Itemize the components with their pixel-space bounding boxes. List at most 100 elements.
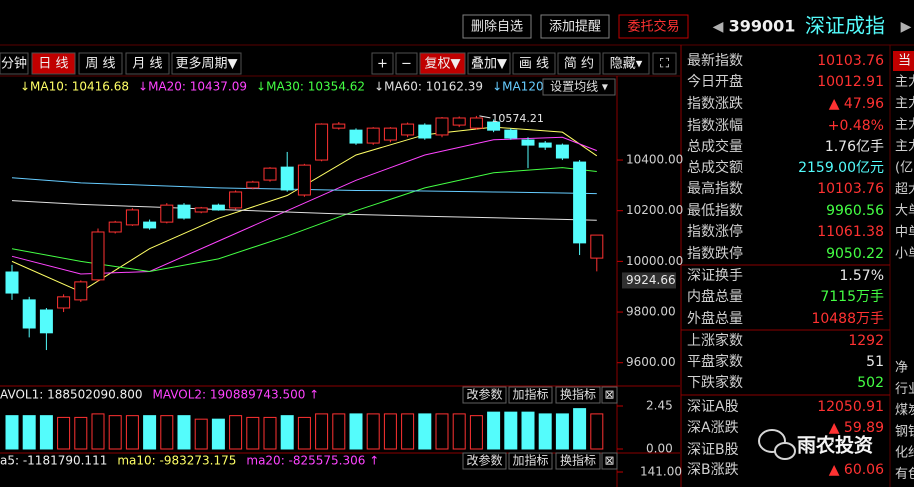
candle-body bbox=[22, 299, 36, 329]
volume-bar bbox=[263, 416, 277, 450]
indicator-button-label: 改参数 bbox=[466, 453, 502, 468]
candle-body bbox=[177, 204, 191, 219]
macd-label: ma10: -983273.175 bbox=[117, 454, 236, 468]
y-tick-label: 0.00 bbox=[646, 442, 673, 456]
side-label: 超大 bbox=[895, 182, 914, 197]
candle-body bbox=[469, 117, 483, 129]
side-label: (亿 bbox=[895, 161, 913, 176]
candle-body bbox=[573, 161, 587, 244]
indicator-button[interactable] bbox=[508, 386, 553, 404]
header-button[interactable] bbox=[462, 14, 532, 39]
candle-body bbox=[39, 309, 53, 334]
moving-average bbox=[11, 177, 597, 195]
quote-value: 1292 bbox=[848, 333, 884, 349]
candle-body bbox=[229, 191, 243, 209]
volume-bar bbox=[91, 413, 105, 450]
quote-value: +0.48% bbox=[828, 118, 884, 134]
volume-bar bbox=[521, 411, 535, 450]
volume-bar bbox=[5, 415, 19, 450]
side-label: 主力 bbox=[895, 75, 914, 90]
watermark-icon bbox=[774, 442, 796, 460]
indicator-button[interactable] bbox=[462, 386, 507, 404]
side-label: 化纤 bbox=[895, 446, 914, 461]
volume-bar bbox=[211, 418, 225, 450]
volume-bar bbox=[504, 411, 518, 450]
tool-button[interactable] bbox=[602, 52, 650, 75]
tool-button[interactable] bbox=[395, 52, 418, 75]
moving-average bbox=[11, 126, 598, 293]
period-tab[interactable] bbox=[0, 52, 29, 75]
volume-bar bbox=[332, 413, 346, 450]
header-button[interactable] bbox=[540, 14, 610, 39]
volume-bar bbox=[125, 415, 139, 450]
quote-label: 外盘总量 bbox=[687, 310, 743, 327]
indicator-button[interactable] bbox=[508, 452, 553, 470]
indicator-button-label: 改参数 bbox=[466, 387, 502, 402]
period-tab[interactable] bbox=[78, 52, 123, 75]
quote-value: 1.57% bbox=[840, 268, 884, 284]
tool-button[interactable] bbox=[419, 52, 466, 75]
volume-bar bbox=[573, 408, 587, 450]
quote-label: 总成交量 bbox=[687, 138, 743, 155]
candle-body bbox=[211, 204, 225, 211]
tool-button[interactable] bbox=[467, 52, 511, 75]
indicator-button[interactable] bbox=[601, 386, 618, 404]
quote-label: 最新指数 bbox=[687, 53, 743, 69]
indicator-button[interactable] bbox=[601, 452, 618, 470]
tool-button[interactable] bbox=[371, 52, 394, 75]
ma-label: ↓MA10: 10416.68 bbox=[20, 80, 129, 94]
volume-bar bbox=[74, 416, 88, 450]
side-label: 钢铁 bbox=[895, 424, 914, 439]
candle-body bbox=[5, 271, 19, 294]
moving-average bbox=[11, 200, 597, 221]
candle-body bbox=[435, 117, 449, 136]
y-tick-label: 9600.00 bbox=[626, 355, 676, 369]
tool-button-label: 简 约 bbox=[564, 56, 594, 72]
tool-button[interactable] bbox=[557, 52, 601, 75]
volume-bar bbox=[315, 413, 329, 450]
volume-bar bbox=[487, 411, 501, 450]
tool-button[interactable] bbox=[512, 52, 556, 75]
tool-button[interactable] bbox=[652, 52, 677, 75]
quote-label: 内盘总量 bbox=[687, 288, 743, 305]
tool-button-label: − bbox=[401, 57, 412, 72]
candle-body bbox=[452, 117, 466, 126]
side-label: 中单 bbox=[895, 225, 914, 240]
macd-label: a5: -1181790.111 bbox=[0, 454, 107, 468]
indicator-button[interactable] bbox=[555, 386, 601, 404]
indicator-button[interactable] bbox=[462, 452, 507, 470]
y-tick-label: 9800.00 bbox=[626, 305, 676, 319]
candle-body bbox=[74, 281, 88, 301]
candle-body bbox=[366, 127, 380, 144]
volume-bar bbox=[143, 415, 157, 450]
side-label: 净 bbox=[895, 361, 908, 376]
tool-button-label: 叠加▼ bbox=[471, 57, 507, 72]
tool-button-label: 复权▼ bbox=[425, 56, 461, 72]
period-tab[interactable] bbox=[31, 52, 76, 75]
indicator-button-label: 换指标 bbox=[560, 387, 596, 402]
volume-bar bbox=[538, 413, 552, 450]
side-label: 主力 bbox=[895, 139, 914, 154]
y-tick-label: 141.00 bbox=[640, 465, 682, 479]
period-tab-label: 周 线 bbox=[85, 57, 115, 72]
candle-body bbox=[280, 166, 294, 191]
quote-label: 总成交额 bbox=[687, 159, 743, 176]
header-button-label: 添加提醒 bbox=[549, 19, 601, 35]
candle-body bbox=[160, 204, 174, 223]
volume-bar bbox=[57, 416, 71, 450]
volume-bar bbox=[280, 415, 294, 450]
tool-button-label: 隐藏▾ bbox=[610, 57, 643, 72]
indicator-button[interactable] bbox=[555, 452, 601, 470]
prev-arrow: ◀ bbox=[713, 19, 724, 35]
side-tab[interactable] bbox=[893, 51, 914, 71]
header-button[interactable] bbox=[618, 14, 689, 39]
quote-value: ▲ 59.89 bbox=[829, 420, 884, 436]
stock-code: 399001 bbox=[729, 17, 796, 36]
settings-button[interactable] bbox=[542, 78, 616, 96]
header-button-label: 删除自选 bbox=[471, 20, 523, 35]
side-label: 大单 bbox=[895, 204, 914, 219]
period-tab[interactable] bbox=[125, 52, 170, 75]
volume-label: MAVOL2: 190889743.500 ↑ bbox=[153, 388, 320, 402]
period-tab[interactable] bbox=[171, 52, 242, 75]
